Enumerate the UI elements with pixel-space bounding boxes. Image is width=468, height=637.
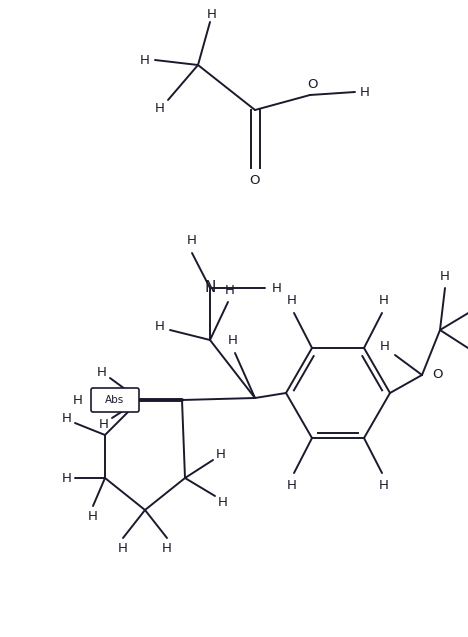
Text: H: H <box>162 541 172 554</box>
Text: H: H <box>380 341 390 354</box>
Text: H: H <box>88 510 98 522</box>
Text: H: H <box>287 294 297 308</box>
Text: H: H <box>99 417 109 431</box>
Text: H: H <box>73 394 83 406</box>
Text: H: H <box>379 294 389 308</box>
Text: H: H <box>155 101 165 115</box>
Text: H: H <box>225 283 235 296</box>
Text: H: H <box>287 478 297 492</box>
Text: H: H <box>360 85 370 99</box>
Text: H: H <box>207 8 217 20</box>
Text: H: H <box>118 541 128 554</box>
Text: O: O <box>250 173 260 187</box>
Text: N: N <box>205 280 216 296</box>
Text: H: H <box>272 282 282 294</box>
Text: H: H <box>216 448 226 461</box>
Text: H: H <box>97 366 107 378</box>
Text: O: O <box>432 368 443 382</box>
Text: O: O <box>308 78 318 92</box>
Text: H: H <box>62 413 72 426</box>
Text: H: H <box>140 54 150 66</box>
Text: H: H <box>379 478 389 492</box>
FancyBboxPatch shape <box>91 388 139 412</box>
Text: H: H <box>155 320 165 333</box>
Text: H: H <box>228 334 238 348</box>
Text: H: H <box>62 471 72 485</box>
Text: Abs: Abs <box>105 395 124 405</box>
Text: H: H <box>218 496 228 508</box>
Text: H: H <box>187 234 197 248</box>
Text: H: H <box>440 269 450 282</box>
